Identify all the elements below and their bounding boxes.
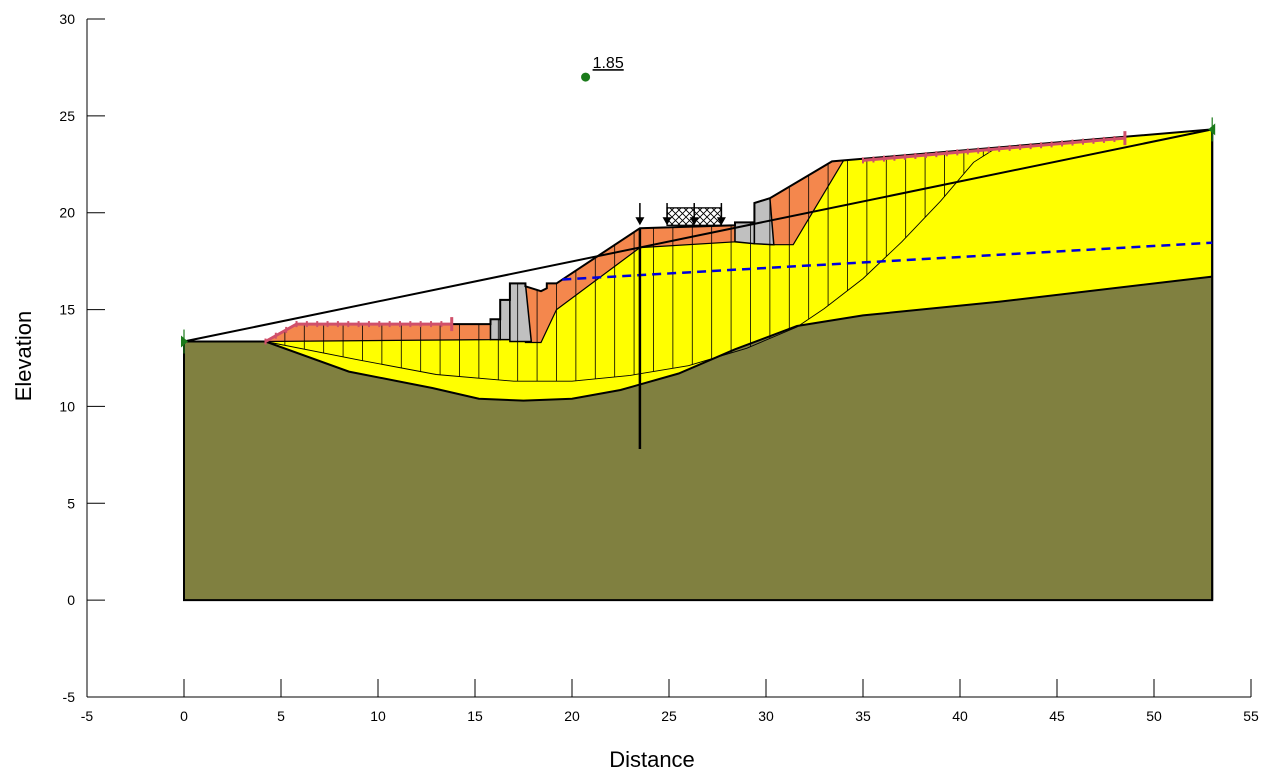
x-tick-label: 30 bbox=[758, 708, 774, 724]
y-axis-title: Elevation bbox=[11, 311, 36, 402]
y-tick-label: 25 bbox=[59, 108, 75, 124]
x-tick-label: 25 bbox=[661, 708, 677, 724]
bedrock-region bbox=[184, 276, 1213, 601]
boundary-marker-flag-1 bbox=[1208, 123, 1216, 136]
x-tick-label: 55 bbox=[1243, 708, 1259, 724]
fill-shape-0 bbox=[265, 323, 492, 343]
ground-surface-line bbox=[184, 128, 1213, 343]
applied-loads bbox=[635, 203, 726, 450]
slice-lines bbox=[265, 148, 996, 382]
wall-block-1 bbox=[499, 299, 511, 341]
y-tick-label: -5 bbox=[63, 689, 76, 705]
reinforcement-lines bbox=[264, 131, 1127, 345]
x-tick-label: 5 bbox=[277, 708, 285, 724]
x-tick-label: 45 bbox=[1049, 708, 1065, 724]
water-table bbox=[562, 241, 1213, 281]
bedrock-polygon bbox=[184, 276, 1213, 601]
load-arrow-head-1 bbox=[662, 217, 672, 226]
y-tick-label: 10 bbox=[59, 398, 75, 414]
x-tick-label: 35 bbox=[855, 708, 871, 724]
y-tick-label: 20 bbox=[59, 205, 75, 221]
x-axis-ticks: -5 0 5 10 15 20 25 30 35 40 45 50 55 bbox=[81, 679, 1259, 724]
y-tick-label: 5 bbox=[67, 495, 75, 511]
y-tick-label: 0 bbox=[67, 592, 75, 608]
boundary-markers bbox=[181, 117, 1216, 354]
load-arrow-head-3 bbox=[716, 217, 726, 226]
bedrock-boundary-line bbox=[184, 275, 1213, 402]
boundary-marker-flag-0 bbox=[181, 335, 188, 348]
water-table-line bbox=[562, 241, 1213, 281]
x-tick-label: -5 bbox=[81, 708, 94, 724]
slip-surface bbox=[265, 148, 996, 382]
load-arrow-head-0 bbox=[635, 217, 645, 226]
y-tick-label: 30 bbox=[59, 11, 75, 27]
wall-block-0 bbox=[489, 318, 501, 341]
x-tick-label: 40 bbox=[952, 708, 968, 724]
x-axis-title: Distance bbox=[609, 747, 695, 772]
slip-center-point bbox=[581, 72, 591, 82]
load-arrow-head-2 bbox=[689, 217, 699, 226]
y-axis-ticks: -5 0 5 10 15 20 25 30 bbox=[59, 11, 105, 705]
x-tick-label: 10 bbox=[370, 708, 386, 724]
x-tick-label: 50 bbox=[1146, 708, 1162, 724]
x-tick-label: 0 bbox=[180, 708, 188, 724]
x-tick-label: 20 bbox=[564, 708, 580, 724]
reinforcement-line-1 bbox=[862, 136, 1126, 162]
y-tick-label: 15 bbox=[59, 302, 75, 318]
factor-of-safety-label: 1.85 bbox=[593, 55, 624, 72]
x-tick-label: 15 bbox=[467, 708, 483, 724]
